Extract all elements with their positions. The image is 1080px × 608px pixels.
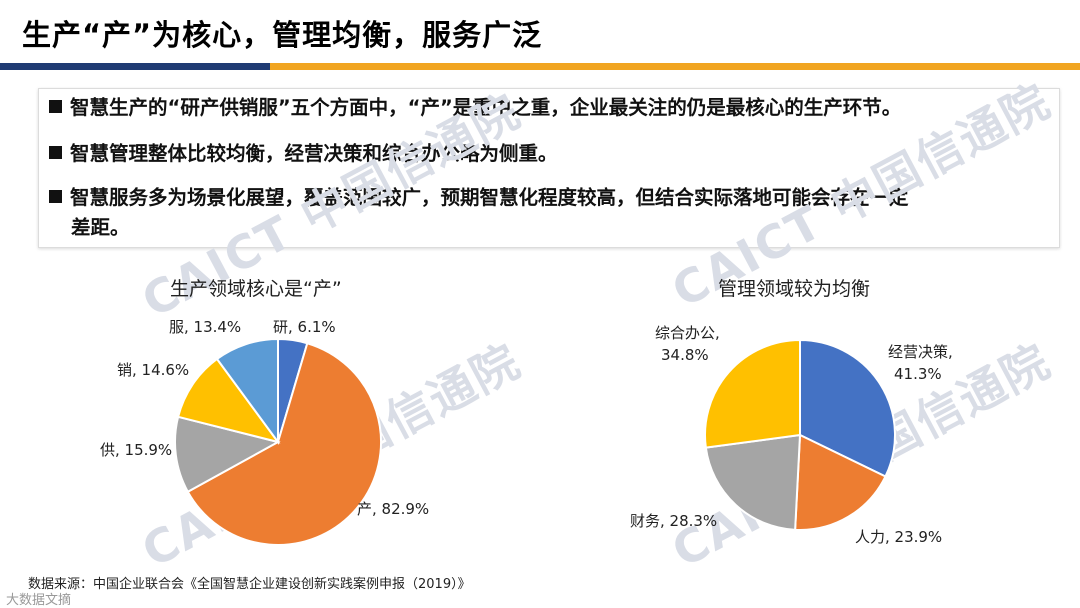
pie-slice-财务 <box>704 433 802 531</box>
pie-slice-服 <box>215 337 279 446</box>
pie-label-office: 综合办公, 34.8% <box>655 322 720 366</box>
bullet-item-2: 智慧管理整体比较均衡，经营决策和综合办公略为侧重。 <box>49 139 558 169</box>
bullet-text-1: 智慧生产的“研产供销服”五个方面中，“产”是重中之重，企业最关注的仍是最核心的生… <box>70 96 902 119</box>
bullet-text-2: 智慧管理整体比较均衡，经营决策和综合办公略为侧重。 <box>70 142 558 165</box>
bullet-item-1: 智慧生产的“研产供销服”五个方面中，“产”是重中之重，企业最关注的仍是最核心的生… <box>49 93 901 123</box>
pie-slice-人力 <box>794 433 887 531</box>
pie-label-yan: 研, 6.1% <box>273 318 336 336</box>
bullet-square-icon <box>49 146 62 159</box>
bullet-text-3-cont: 差距。 <box>71 216 130 239</box>
pie-slice-销 <box>176 357 281 444</box>
pie-label-decision: 经营决策, 41.3% <box>888 341 953 385</box>
chart-title-production: 生产领域核心是“产” <box>170 278 342 300</box>
pie-label-decision-line1: 经营决策, <box>888 343 953 361</box>
page-title: 生产“产”为核心，管理均衡，服务广泛 <box>22 18 543 52</box>
bullet-text-3: 智慧服务多为场景化展望，覆盖范围较广，预期智慧化程度较高，但结合实际落地可能会存… <box>70 186 909 209</box>
pie-label-fu: 服, 13.4% <box>169 318 242 336</box>
pie-chart-management <box>704 338 896 531</box>
pie-label-decision-line2: 41.3% <box>894 365 942 383</box>
pie-label-office-line1: 综合办公, <box>655 324 720 342</box>
data-source-note: 数据来源：中国企业联合会《全国智慧企业建设创新实践案例申报（2019）》 <box>28 577 471 592</box>
pie-label-chan: 产, 82.9% <box>357 500 430 518</box>
chart-title-management: 管理领域较为均衡 <box>718 278 871 300</box>
pie-label-hr: 人力, 23.9% <box>855 528 943 546</box>
pie-slice-经营决策 <box>799 338 896 478</box>
publisher-logo: 大数据文摘 <box>6 593 72 608</box>
title-underline-orange <box>0 63 1080 70</box>
title-underline-blue <box>0 63 270 70</box>
pie-label-finance: 财务, 28.3% <box>630 512 718 530</box>
pie-label-xiao: 销, 14.6% <box>117 361 190 379</box>
bullet-square-icon <box>49 100 62 113</box>
pie-slice-综合办公 <box>704 338 801 449</box>
pie-slice-产 <box>186 342 382 546</box>
pie-chart-production <box>174 337 382 546</box>
pie-label-gong: 供, 15.9% <box>100 441 173 459</box>
bullet-square-icon <box>49 190 62 203</box>
bullet-item-3: 智慧服务多为场景化展望，覆盖范围较广，预期智慧化程度较高，但结合实际落地可能会存… <box>49 183 909 213</box>
pie-label-office-line2: 34.8% <box>661 346 709 364</box>
bullet-box: 智慧生产的“研产供销服”五个方面中，“产”是重中之重，企业最关注的仍是最核心的生… <box>38 88 1060 248</box>
